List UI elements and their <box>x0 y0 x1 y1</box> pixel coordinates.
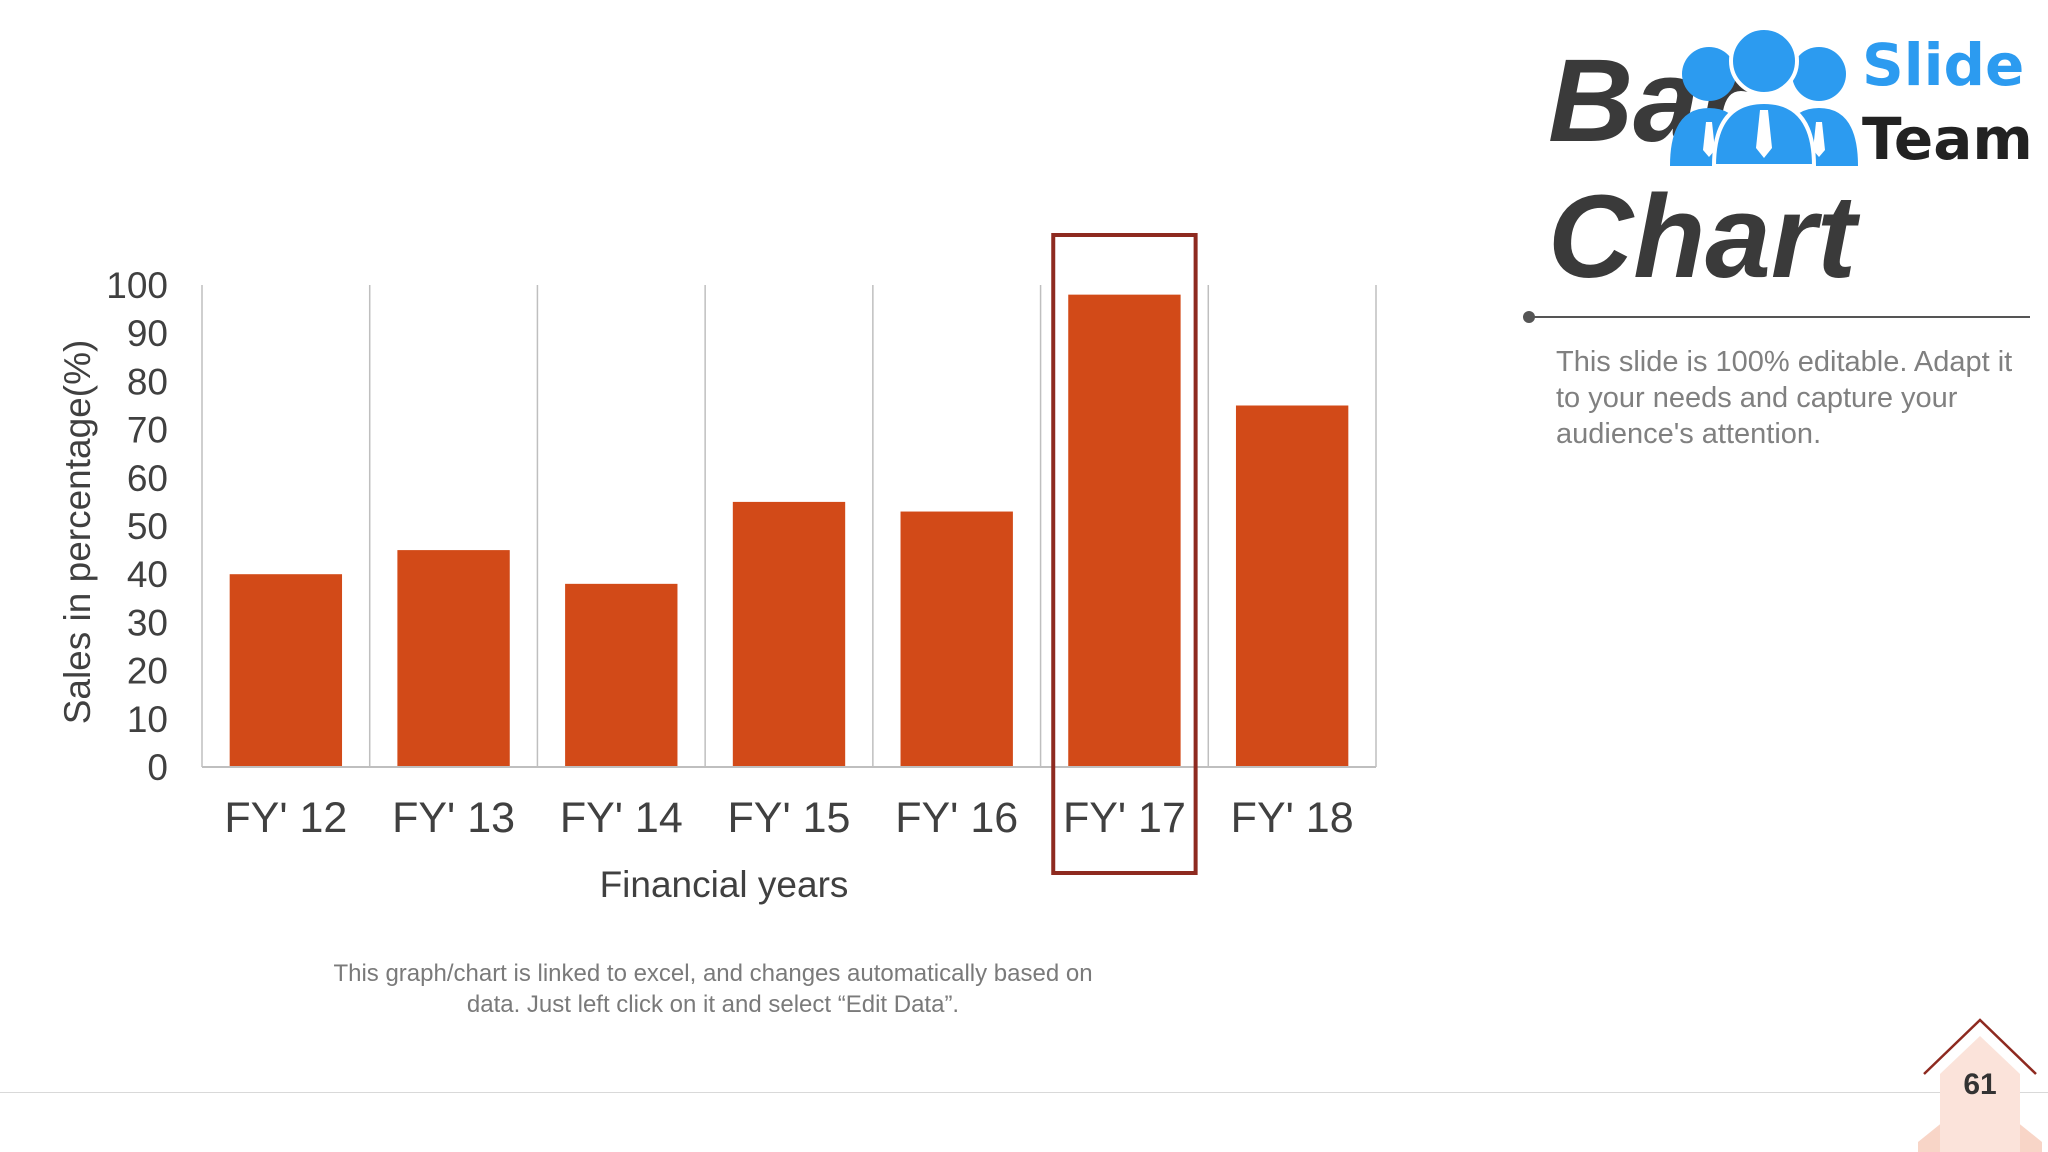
slide-description: This slide is 100% editable. Adapt it to… <box>1556 346 2013 450</box>
chart-bar <box>565 583 678 767</box>
logo-text-slide: Slide <box>1862 31 2025 99</box>
x-tick-label: FY' 14 <box>560 794 683 842</box>
x-tick-label: FY' 12 <box>224 794 347 842</box>
y-tick-label: 90 <box>127 313 168 354</box>
chart-bar <box>732 501 846 767</box>
x-tick-label: FY' 13 <box>392 794 515 842</box>
footer-rule <box>0 1092 2048 1093</box>
chart-note-line-2: data. Just left click on it and select “… <box>466 991 960 1018</box>
chart-bar <box>1235 405 1349 767</box>
chart-note: This graph/chart is linked to excel, and… <box>280 958 1146 1020</box>
chart-bar <box>900 511 1013 767</box>
chart-bars <box>229 294 1349 767</box>
x-tick-label: FY' 15 <box>728 794 851 842</box>
slideteam-logo: Slide Team <box>1664 26 2034 173</box>
y-tick-labels: 0 10 20 30 40 50 60 70 80 90 100 <box>106 265 168 788</box>
chart-gridlines <box>201 285 1377 767</box>
y-tick-label: 50 <box>127 506 168 547</box>
page-number: 61 <box>1963 1068 1997 1101</box>
y-tick-label: 80 <box>127 361 168 402</box>
y-tick-label: 60 <box>127 458 168 499</box>
highlight-box <box>1051 233 1198 875</box>
chart-bar <box>229 574 343 767</box>
chart-note-line-1: This graph/chart is linked to excel, and… <box>333 960 1093 987</box>
slide-title-line-2: Chart <box>1548 171 1857 303</box>
y-axis-title: Sales in percentage(%) <box>57 340 98 725</box>
y-tick-label: 70 <box>127 410 168 451</box>
y-tick-label: 0 <box>147 747 168 788</box>
x-tick-label: FY' 17 <box>1063 794 1186 842</box>
y-tick-label: 30 <box>127 602 168 643</box>
chart-bar <box>1068 294 1181 767</box>
chart-bar <box>397 550 510 767</box>
y-tick-label: 10 <box>127 699 168 740</box>
title-divider <box>1524 316 2030 318</box>
y-tick-label: 20 <box>127 651 168 692</box>
y-tick-label: 40 <box>127 554 168 595</box>
x-tick-label: FY' 18 <box>1231 794 1354 842</box>
page-badge-shape <box>1918 1018 2042 1152</box>
x-tick-label: FY' 16 <box>895 794 1018 842</box>
people-group-icon <box>1670 26 1858 166</box>
logo-text-team: Team <box>1862 105 2033 173</box>
x-tick-labels: FY' 12 FY' 13 FY' 14 FY' 15 FY' 16 FY' 17 FY' … <box>224 794 1353 842</box>
y-tick-label: 100 <box>106 265 168 306</box>
x-axis-title: Financial years <box>600 864 849 905</box>
